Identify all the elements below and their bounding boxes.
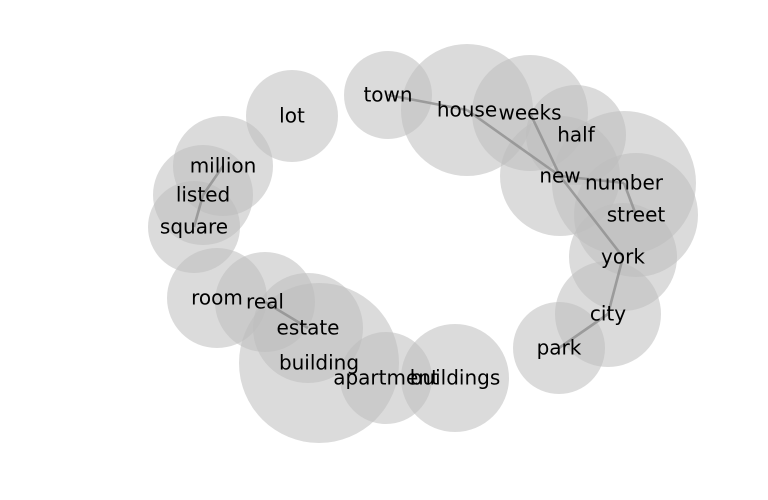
edge-weeks-new [528,112,562,177]
node-label-york: york [601,245,645,269]
node-label-weeks: weeks [499,101,562,125]
node-label-house: house [437,98,497,122]
edge-house-new [466,108,561,178]
node-label-million: million [190,154,257,178]
node-label-street: street [607,203,666,227]
node-label-lot: lot [279,104,305,128]
node-label-real: real [246,290,284,314]
edge-listed-square [192,194,205,228]
edge-town-house [387,93,468,112]
node-label-number: number [585,171,664,195]
node-label-buildings: buildings [410,366,501,390]
edge-new-number [559,174,625,185]
edge-city-park [558,312,609,350]
graph-edges [192,93,638,350]
node-label-city: city [590,302,626,326]
node-label-park: park [537,336,582,360]
node-label-square: square [160,215,228,239]
node-label-listed: listed [176,183,230,207]
node-label-new: new [539,164,580,188]
edge-million-listed [201,165,225,196]
node-label-half: half [557,123,595,147]
node-label-estate: estate [277,316,340,340]
edge-york-city [606,256,625,315]
node-label-town: town [363,83,412,107]
node-label-apartment: apartment [333,366,439,390]
edge-new-york [558,175,625,258]
node-label-room: room [191,286,243,310]
node-circle-lot [246,70,338,162]
node-label-building: building [279,351,359,375]
node-circle-buildings [401,324,509,432]
edge-number-street [622,182,638,216]
edge-real-estate [264,300,309,330]
